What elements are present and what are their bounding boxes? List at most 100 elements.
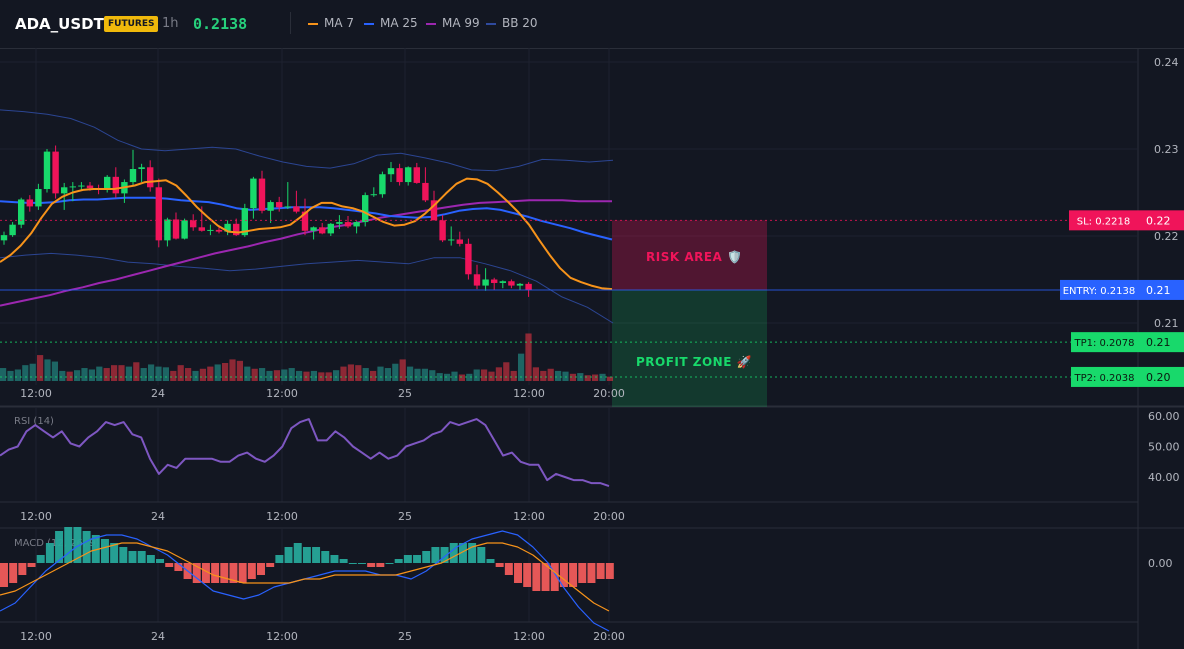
legend-ma7[interactable]: MA 7 (308, 16, 354, 30)
time-axis-label: 25 (398, 630, 412, 643)
volume-bar (273, 370, 280, 381)
volume-bar (177, 365, 184, 381)
macd-histogram-bar (110, 543, 119, 563)
volume-bar (288, 368, 295, 381)
macd-histogram-bar (27, 563, 36, 567)
candle-body (473, 274, 481, 286)
time-axis-label: 20:00 (593, 510, 625, 523)
legend-label: MA 99 (442, 16, 480, 30)
symbol-name[interactable]: ADA_USDT (15, 15, 104, 33)
volume-bar (236, 360, 243, 381)
macd-histogram-bar (73, 527, 82, 563)
ma7-line (0, 177, 613, 291)
last-price: 0.2138 (193, 15, 248, 33)
price-axis-label: 0.21 (1154, 317, 1179, 330)
time-axis-label: 12:00 (513, 630, 545, 643)
time-axis-label: 20:00 (593, 387, 625, 400)
candle-body (276, 202, 283, 208)
volume-bar (0, 368, 7, 381)
time-axis-label: 12:00 (266, 510, 298, 523)
level-tag (1071, 366, 1138, 387)
volume-bar (251, 368, 258, 381)
volume-bar (140, 368, 147, 381)
macd-histogram-bar (36, 555, 45, 563)
candle-body (508, 281, 515, 286)
timeframe-label[interactable]: 1h (162, 16, 179, 31)
candle-body (482, 279, 489, 286)
macd-histogram-bar (64, 527, 73, 563)
macd-histogram-bar (330, 555, 339, 563)
volume-bar (51, 361, 58, 381)
candle-body (516, 283, 524, 286)
macd-histogram-bar (422, 551, 431, 563)
volume-bar (547, 368, 554, 381)
macd-histogram-bar (550, 563, 559, 591)
rsi-title: RSI (14) (14, 416, 54, 427)
volume-bar (125, 366, 132, 381)
candle-body (69, 186, 76, 188)
candle-body (362, 195, 369, 223)
candle-body (86, 185, 94, 189)
volume-bar (340, 366, 347, 381)
candle-body (104, 176, 111, 190)
macd-histogram-bar (523, 563, 532, 587)
volume-bar (325, 372, 332, 381)
volume-bar (96, 366, 103, 381)
level-tag (1069, 210, 1138, 231)
volume-bar (370, 370, 377, 381)
macd-histogram-bar (569, 563, 578, 587)
volume-bar (192, 370, 199, 381)
chart-header: ADA_USDT FUTURES 1h 0.2138 MA 7 MA 25 MA… (0, 0, 1184, 49)
macd-histogram-bar (275, 555, 284, 563)
macd-histogram-bar (302, 547, 311, 563)
macd-histogram-bar (211, 563, 220, 583)
macd-histogram-bar (0, 563, 8, 587)
axis-price-tag (1138, 279, 1184, 300)
volume-bar (503, 362, 510, 381)
candle-body (43, 151, 51, 190)
candle-body (224, 223, 231, 232)
macd-histogram-bar (504, 563, 513, 575)
volume-bar (488, 371, 495, 381)
macd-histogram-bar (541, 563, 550, 591)
legend-ma25[interactable]: MA 25 (364, 16, 418, 30)
candle-body (207, 229, 214, 231)
volume-bar (281, 369, 288, 381)
legend-ma99[interactable]: MA 99 (426, 16, 480, 30)
macd-histogram-bar (9, 563, 18, 583)
volume-bar (74, 370, 81, 381)
volume-bar (384, 368, 391, 381)
futures-badge: FUTURES (104, 16, 159, 32)
price-axis-label: 0.23 (1154, 143, 1179, 156)
volume-bar (29, 363, 36, 381)
candle-body (370, 194, 377, 196)
volume-bar (592, 374, 599, 381)
volume-bar (473, 369, 480, 381)
axis-price-tag-text: 0.22 (1146, 214, 1171, 227)
volume-bar (185, 368, 192, 381)
candle-body (147, 167, 154, 188)
legend-bb20[interactable]: BB 20 (486, 16, 538, 30)
level-tag-text: SL: 0.2218 (1077, 216, 1130, 227)
macd-histogram-bar (477, 547, 486, 563)
macd-histogram-bar (578, 563, 587, 583)
candle-body (284, 206, 291, 208)
volume-bar (7, 370, 14, 381)
axis-price-tag (1138, 366, 1184, 387)
axis-price-tag-text: 0.21 (1146, 336, 1171, 349)
macd-histogram-bar (45, 543, 54, 563)
volume-bar (436, 373, 443, 381)
rsi-line (0, 418, 610, 488)
candle-body (267, 202, 274, 211)
volume-bar (266, 370, 273, 381)
volume-bar (451, 371, 458, 381)
volume-bar (14, 369, 21, 381)
candle-body (250, 178, 257, 209)
candle-body (525, 283, 532, 290)
macd-histogram-bar (247, 563, 256, 579)
candle-body (190, 220, 197, 228)
volume-bar (111, 365, 118, 381)
bb-upper-line (0, 109, 614, 172)
rsi-axis-label: 40.00 (1148, 471, 1180, 484)
